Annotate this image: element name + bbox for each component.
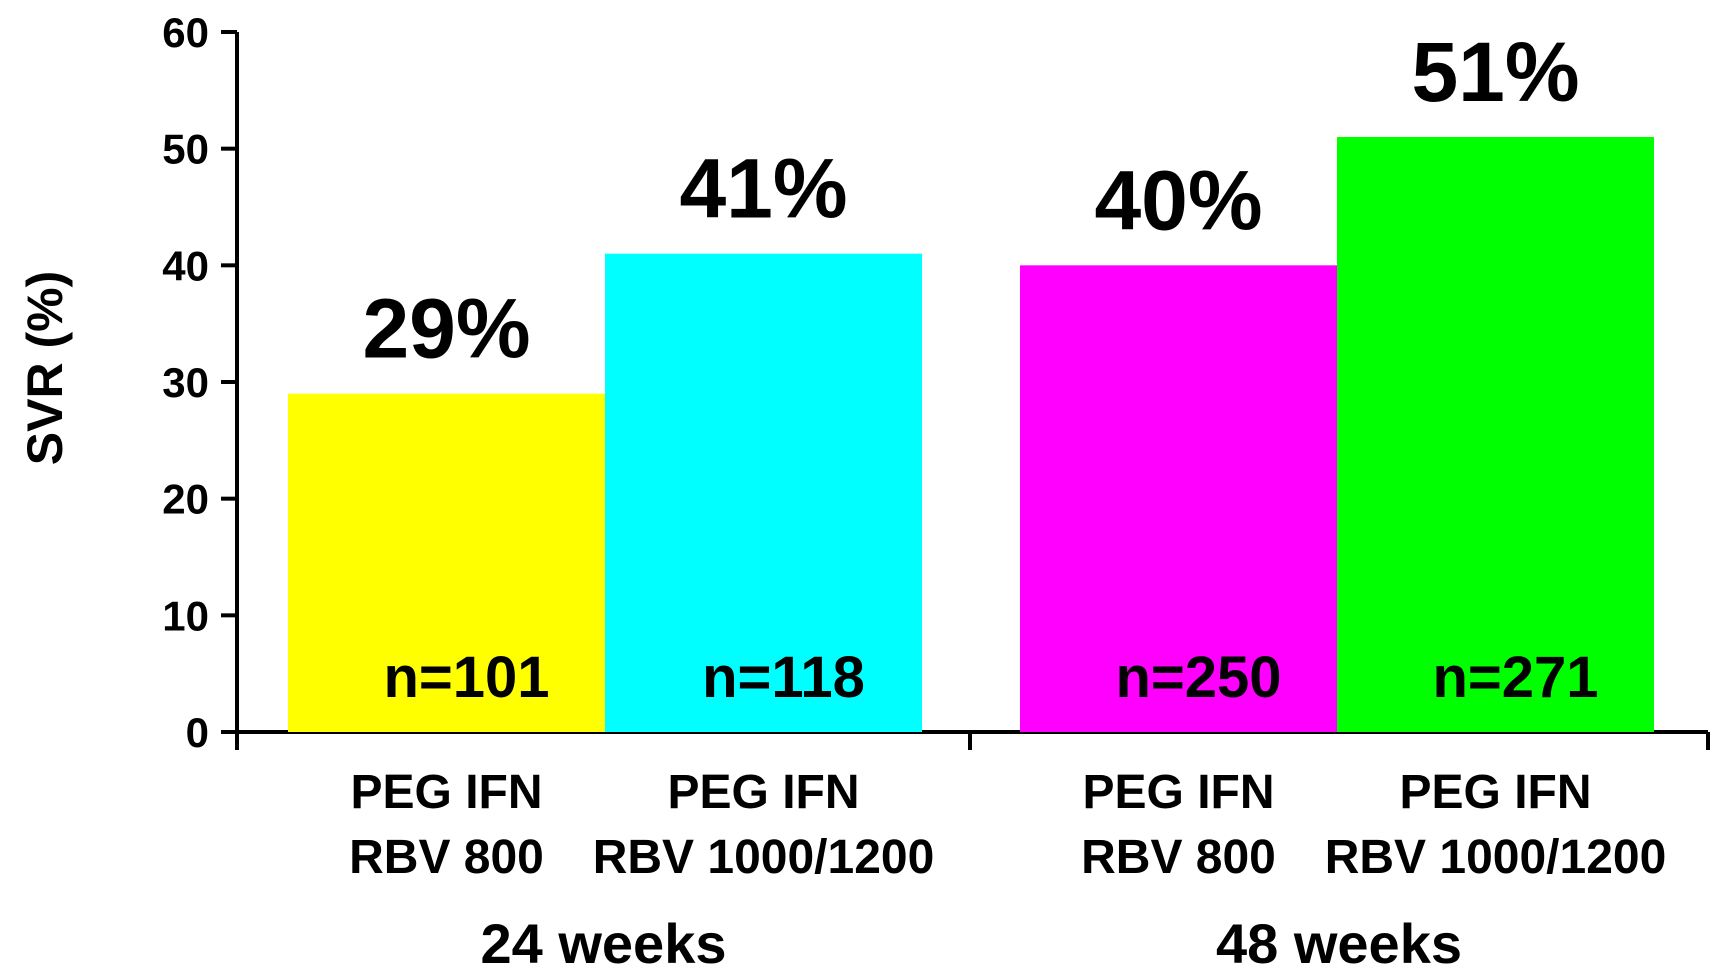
bar-value-label: 41% bbox=[679, 142, 847, 236]
bar-value-label: 51% bbox=[1411, 25, 1579, 119]
x-category-label-line1: PEG IFN bbox=[350, 766, 542, 819]
y-axis: 0 10 20 30 40 50 60 bbox=[162, 9, 239, 756]
bar-n-label: n=118 bbox=[702, 645, 865, 710]
bars bbox=[288, 137, 1654, 732]
bar bbox=[288, 393, 605, 732]
bar bbox=[605, 253, 922, 732]
x-group-label: 24 weeks bbox=[481, 912, 727, 968]
y-tick-label: 60 bbox=[162, 9, 209, 56]
bar-n-label: n=271 bbox=[1432, 645, 1598, 710]
y-tick-label: 40 bbox=[162, 242, 209, 289]
bar-value-label: 40% bbox=[1094, 153, 1262, 247]
bar-labels: 29% n=101 41% n=118 40% n=250 51% n=271 bbox=[362, 25, 1598, 710]
x-category-label-line1: PEG IFN bbox=[1082, 766, 1274, 819]
x-category-label-line2: RBV 800 bbox=[1081, 831, 1276, 884]
bar-n-label: n=250 bbox=[1115, 645, 1281, 710]
bar-value-label: 29% bbox=[362, 282, 530, 376]
x-category-label-line2: RBV 1000/1200 bbox=[1325, 831, 1667, 884]
y-tick-label: 50 bbox=[162, 126, 209, 173]
x-axis: PEG IFN RBV 800 PEG IFN RBV 1000/1200 24 wee… bbox=[235, 730, 1710, 968]
x-category-label-line1: PEG IFN bbox=[667, 766, 859, 819]
y-tick-label: 20 bbox=[162, 476, 209, 523]
y-tick-label: 10 bbox=[162, 592, 209, 639]
x-category-label-line1: PEG IFN bbox=[1399, 766, 1591, 819]
bar-n-label: n=101 bbox=[383, 645, 549, 710]
x-category-label-line2: RBV 1000/1200 bbox=[593, 831, 935, 884]
y-axis-title: SVR (%) bbox=[17, 271, 73, 465]
bar bbox=[1337, 137, 1654, 732]
y-tick-label: 30 bbox=[162, 359, 209, 406]
bar bbox=[1020, 265, 1337, 732]
x-group-label: 48 weeks bbox=[1216, 912, 1462, 968]
x-category-label-line2: RBV 800 bbox=[349, 831, 544, 884]
y-tick-label: 0 bbox=[186, 709, 209, 756]
